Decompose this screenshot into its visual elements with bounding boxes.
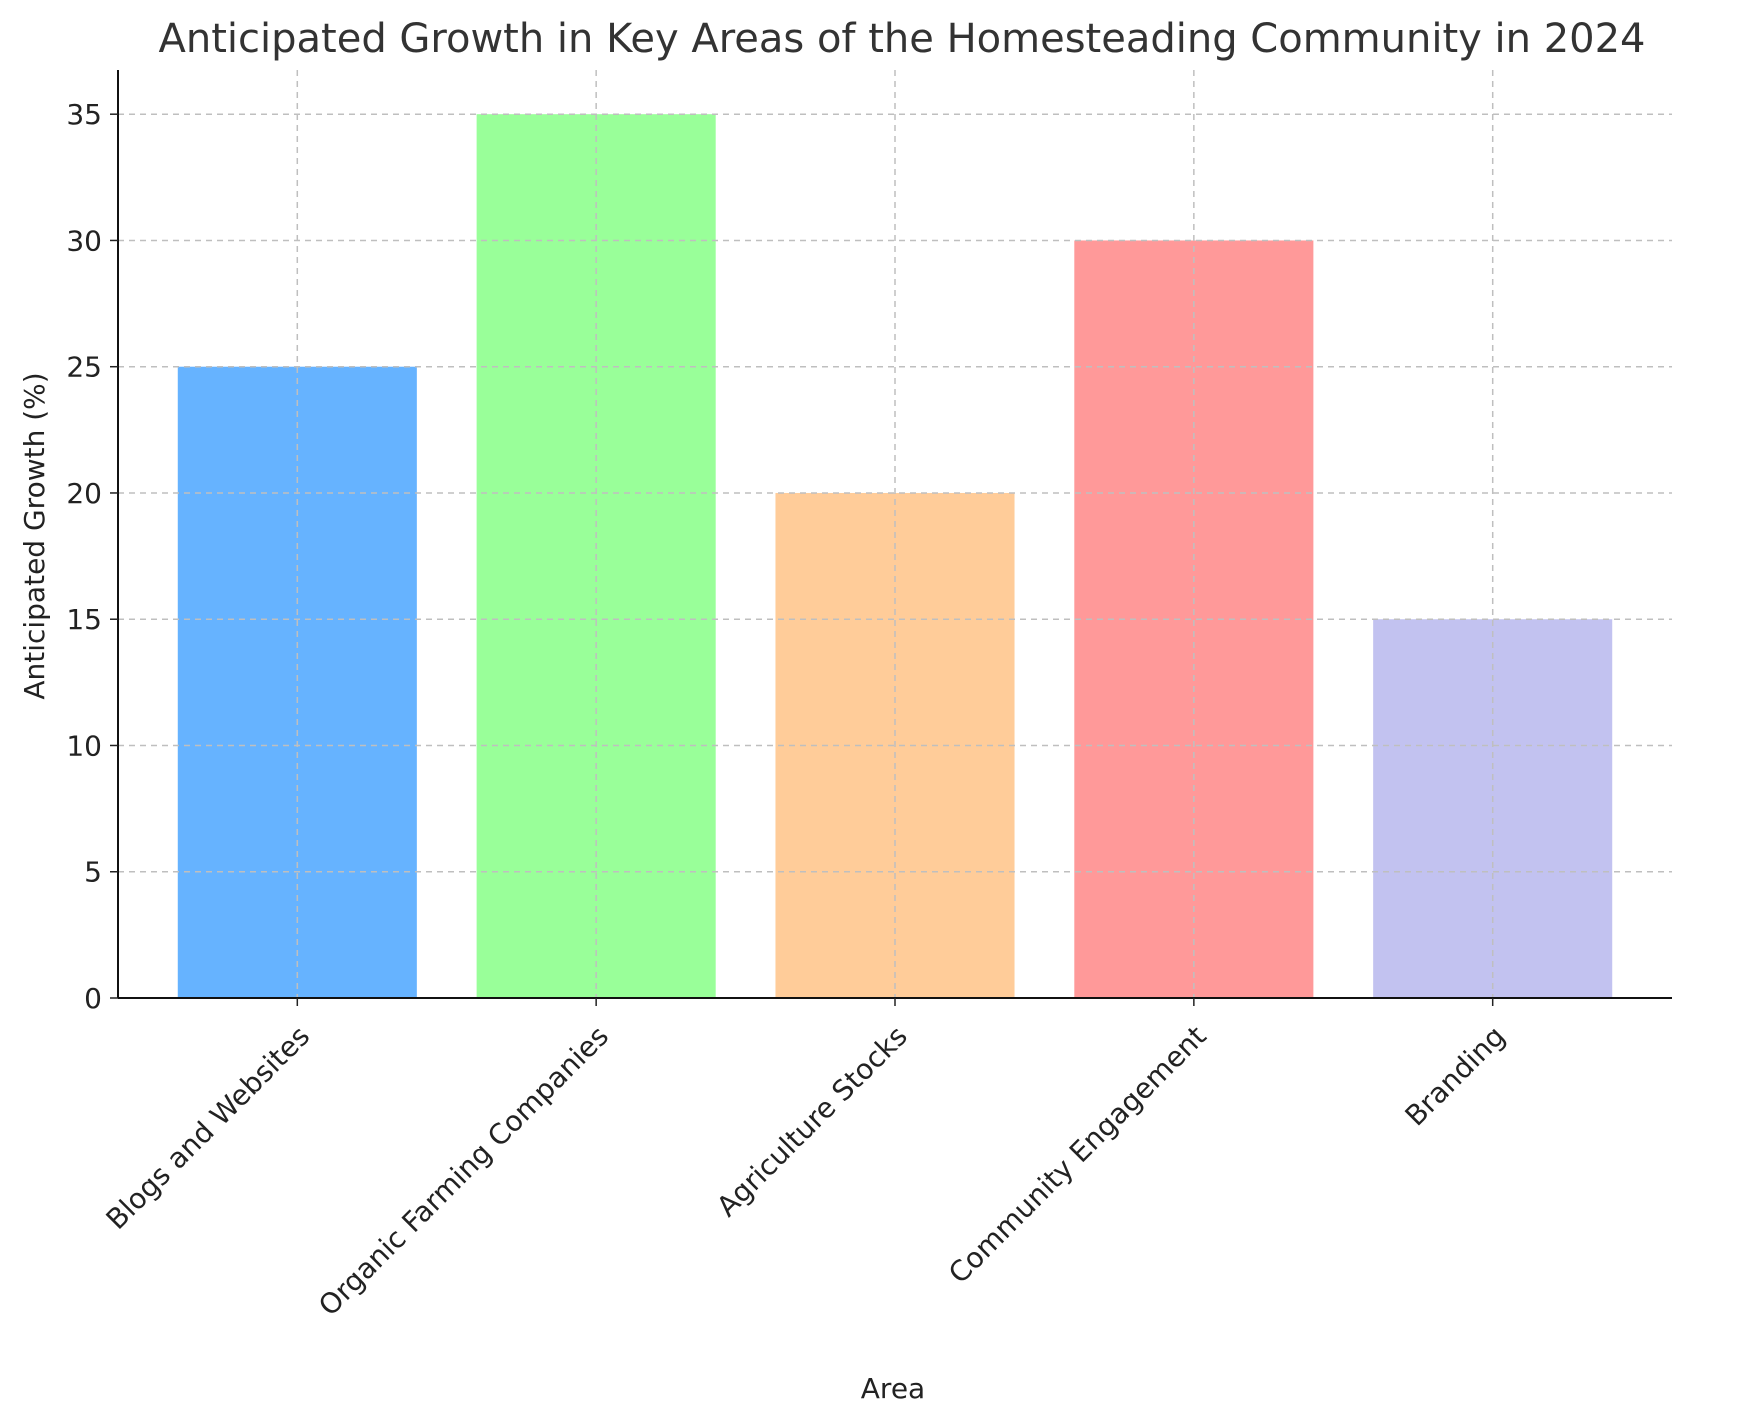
y-axis-label: Anticipated Growth (%)	[18, 372, 51, 699]
y-tick-label: 25	[66, 351, 102, 384]
x-axis-label: Area	[861, 1372, 925, 1405]
y-tick-label: 15	[66, 603, 102, 636]
y-tick-label: 10	[66, 729, 102, 762]
bar	[177, 366, 417, 998]
y-tick-label: 30	[66, 224, 102, 257]
y-tick-label: 35	[66, 98, 102, 131]
y-tick-label: 0	[84, 982, 102, 1015]
y-tick-label: 20	[66, 477, 102, 510]
chart-title: Anticipated Growth in Key Areas of the H…	[159, 16, 1646, 62]
y-tick-label: 5	[84, 856, 102, 889]
